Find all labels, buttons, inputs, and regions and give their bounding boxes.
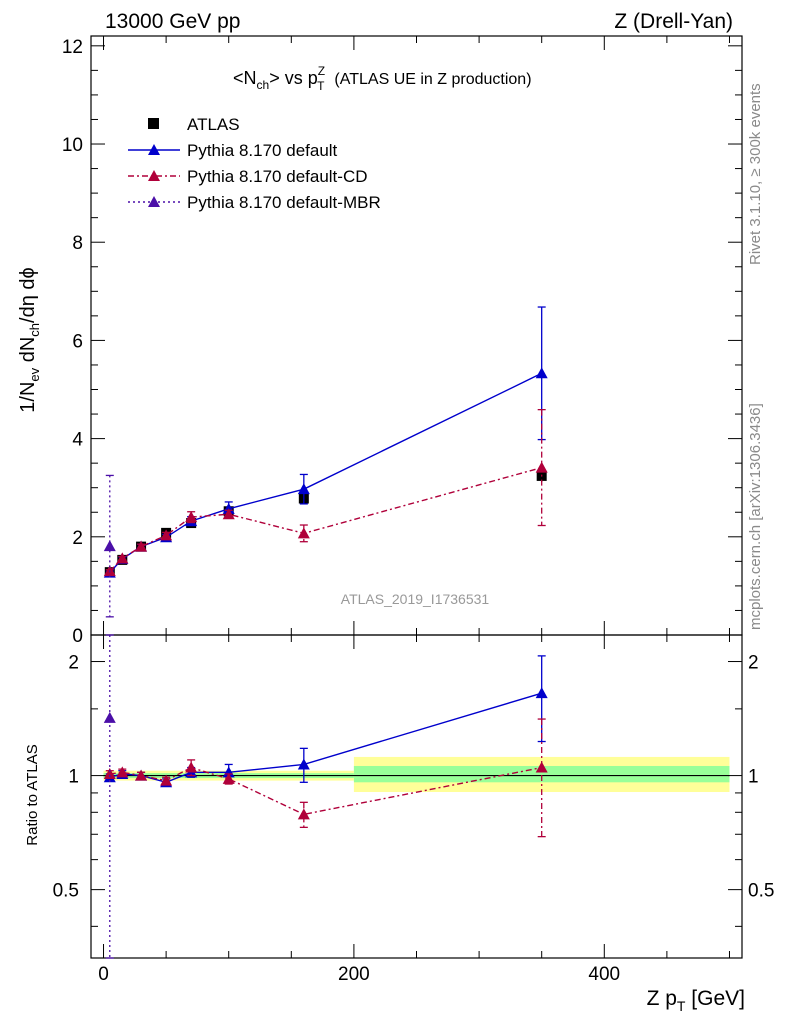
xtick-label: 0: [98, 964, 109, 985]
main-point: [160, 529, 173, 541]
ratio-ytick-label: 0.5: [53, 881, 79, 902]
legend-label: Pythia 8.170 default: [187, 141, 338, 160]
legend-marker-triangle: [148, 196, 160, 207]
main-ytick-label: 6: [72, 331, 83, 352]
ratio-point: [222, 772, 235, 784]
legend-marker-square: [148, 118, 159, 129]
legend-label: ATLAS: [187, 115, 240, 134]
main-point: [185, 511, 198, 523]
title-sup: Z: [318, 64, 325, 78]
ratio-point: [103, 767, 116, 779]
ratio-point: [535, 761, 548, 773]
ratio-frame: [90, 634, 743, 959]
main-panel: 0 2 4 6 8 10 12: [62, 35, 743, 647]
ratio-point: [297, 758, 310, 770]
main-ytick-label: 8: [72, 233, 83, 254]
ratio-point: [535, 687, 548, 699]
ratio-ytick-label-right: 1: [748, 767, 759, 788]
ratio-series: [103, 655, 548, 788]
main-ytick-label: 10: [62, 135, 83, 156]
main-ytick-label: 12: [62, 37, 83, 58]
legend-item: Pythia 8.170 default-CD: [128, 167, 368, 186]
ratio-band-inner: [353, 765, 730, 783]
main-ytick-label: 4: [72, 430, 83, 451]
main-series-line: [109, 466, 542, 572]
legend: ATLAS Pythia 8.170 default Pythia 8.170 de…: [128, 115, 381, 212]
svg-text:1/Nev dNch/dη dϕ: 1/Nev dNch/dη dϕ: [17, 267, 42, 412]
legend-item: Pythia 8.170 default: [128, 141, 338, 160]
ratio-point: [116, 766, 129, 778]
main-series-line: [109, 372, 542, 574]
main-point: [116, 552, 129, 564]
legend-item: ATLAS: [148, 115, 240, 134]
ratio-point: [297, 808, 310, 820]
main-point: [135, 540, 148, 552]
main-point: [535, 461, 548, 473]
ratio-point: [135, 769, 148, 781]
header-right: Z (Drell-Yan): [614, 10, 733, 33]
title-suffix: (ATLAS UE in Z production): [334, 71, 531, 88]
ratio-series: [103, 718, 548, 838]
legend-label: Pythia 8.170 default-MBR: [187, 193, 381, 212]
main-series: [103, 408, 548, 577]
legend-marker-triangle: [148, 170, 160, 181]
title-mid: > vs p: [269, 68, 318, 88]
analysis-watermark: ATLAS_2019_I1736531: [341, 591, 490, 607]
ratio-ytick-label: 2: [68, 653, 79, 674]
main-series: [104, 470, 547, 578]
main-point: [297, 527, 310, 539]
ratio-series: [103, 634, 116, 959]
header-left: 13000 GeV pp: [105, 10, 240, 33]
main-ytick-label: 2: [72, 528, 83, 549]
side-label-rivet: Rivet 3.1.10, ≥ 300k events: [747, 83, 764, 265]
ratio-point: [185, 761, 198, 773]
ratio-panel: 0.5 0.5 1 1 2 2 0 200 400: [53, 634, 774, 985]
title-sub2: T: [317, 79, 325, 93]
legend-marker-triangle: [148, 144, 160, 155]
side-label-mcplots: mcplots.cern.ch [arXiv:1306.3436]: [747, 403, 764, 630]
main-point: [222, 508, 235, 520]
ratio-ytick-label: 1: [68, 767, 79, 788]
main-ylabel: 1/Nev dNch/dη dϕ: [17, 267, 42, 412]
xlabel: Z pT [GeV]: [647, 987, 745, 1014]
ratio-point: [160, 774, 173, 786]
title-sub: ch: [257, 78, 270, 92]
main-point: [535, 367, 548, 379]
ratio-ytick-label-right: 2: [748, 653, 759, 674]
main-point: [103, 540, 116, 552]
ratio-point: [103, 711, 116, 723]
xtick-label: 400: [588, 964, 620, 985]
ratio-ylabel: Ratio to ATLAS: [24, 744, 41, 845]
legend-label: Pythia 8.170 default-CD: [187, 167, 368, 186]
plot-title: <Nch> vs pZ T (ATLAS UE in Z production): [233, 64, 532, 93]
legend-item: Pythia 8.170 default-MBR: [128, 193, 381, 212]
main-series: [103, 474, 116, 618]
main-ytick-label: 0: [72, 626, 83, 647]
xtick-label: 200: [338, 964, 370, 985]
main-point: [297, 483, 310, 495]
ratio-ytick-label-right: 0.5: [748, 881, 774, 902]
title-prefix: <N: [233, 68, 257, 88]
